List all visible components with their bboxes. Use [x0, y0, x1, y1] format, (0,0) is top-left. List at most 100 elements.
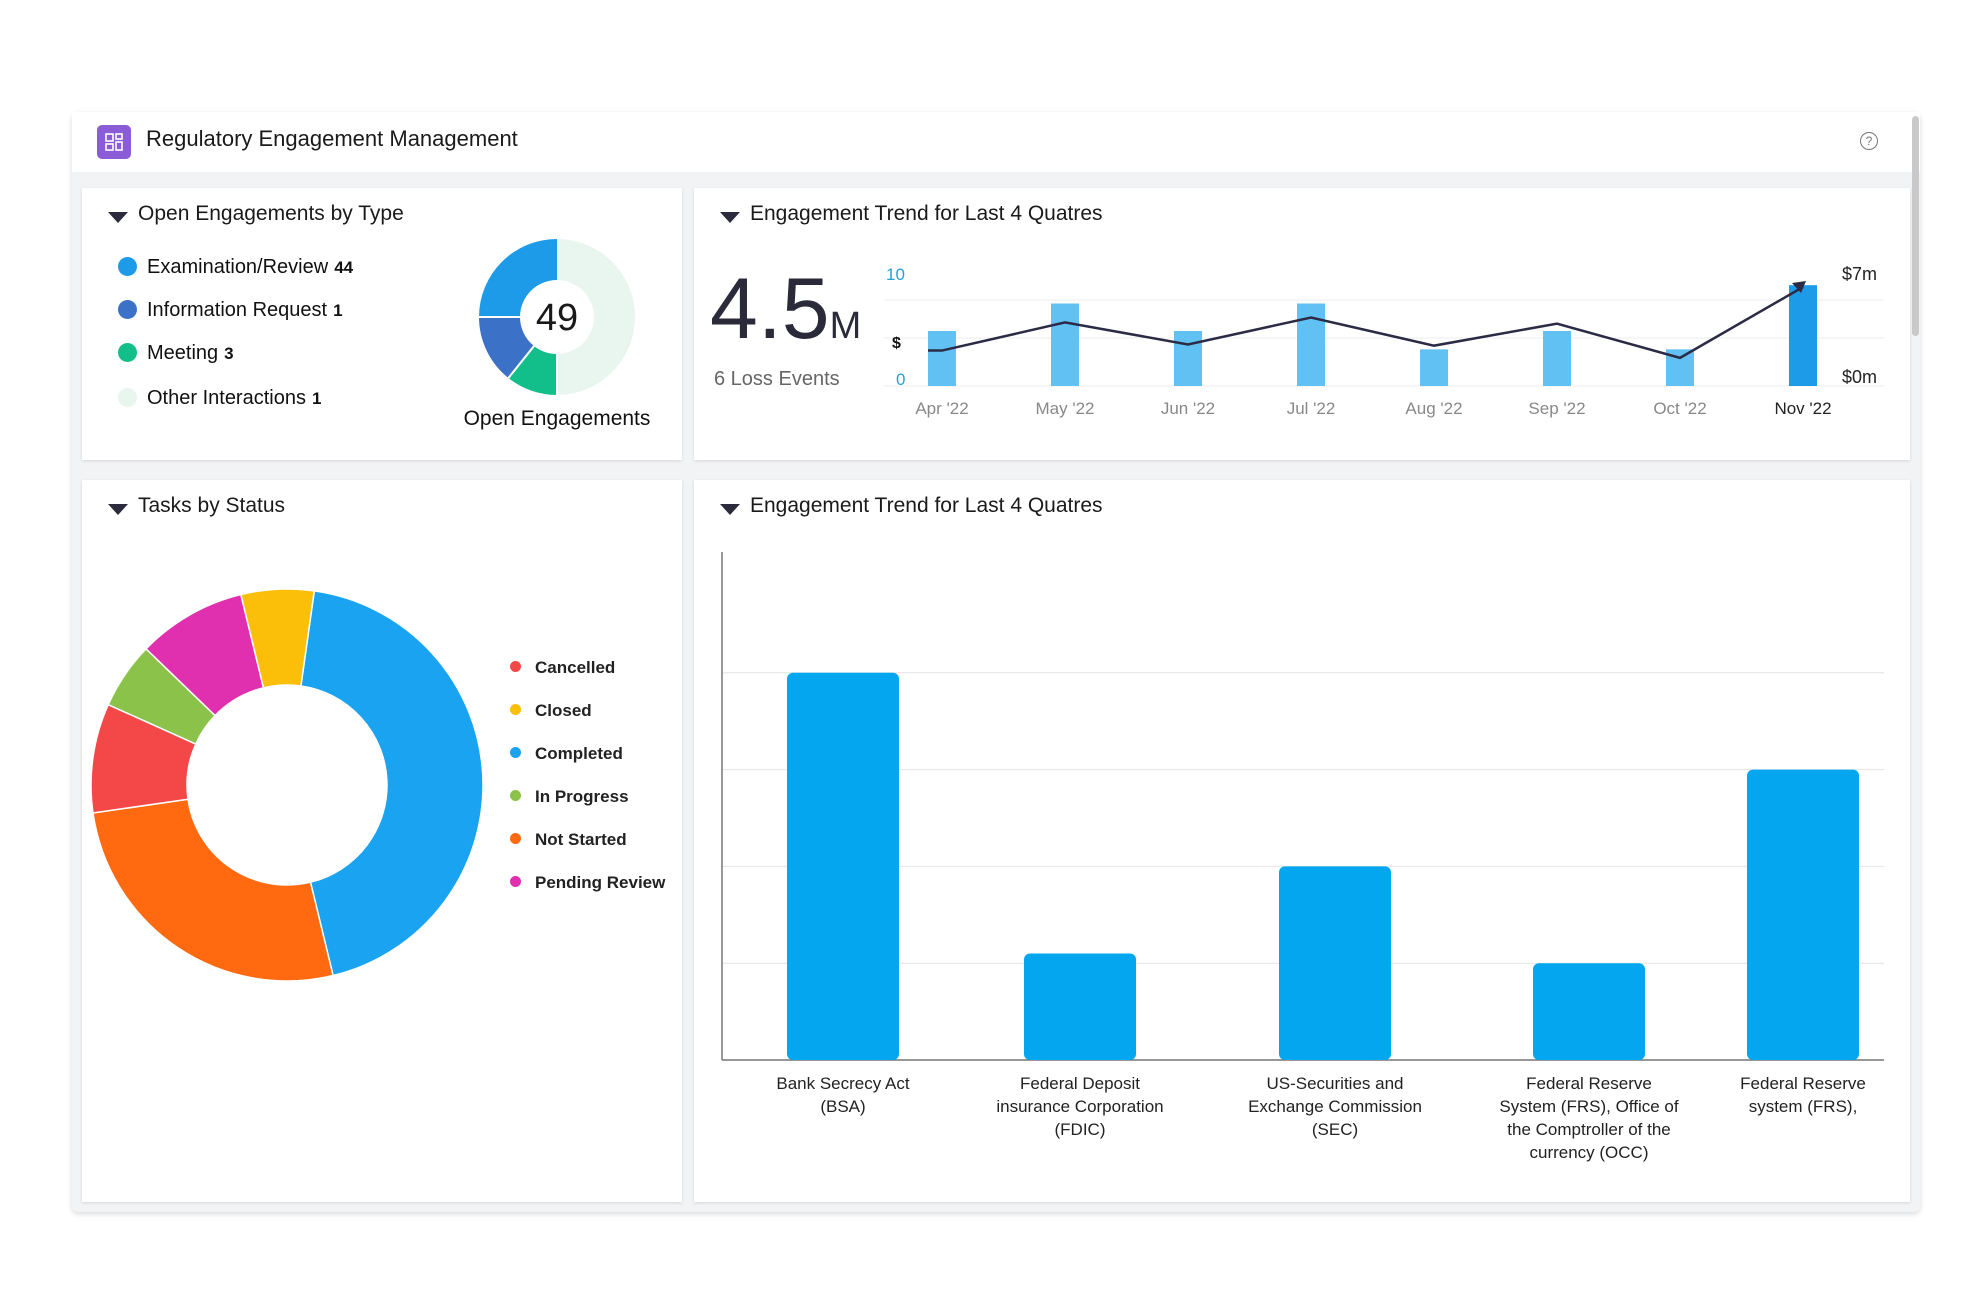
legend-count: 44 [334, 258, 354, 277]
legend-label: Meeting [147, 342, 219, 364]
app-header: Regulatory Engagement Management ? [72, 112, 1920, 172]
legend-dot [118, 343, 137, 362]
legend-dot [118, 388, 137, 407]
x-category-label: Federal Reserve system (FRS), [1740, 1074, 1866, 1116]
status-legend-item: Not Started [510, 830, 627, 850]
collapse-caret-icon[interactable] [720, 212, 740, 223]
donut-segment-other[interactable] [557, 239, 635, 395]
open-engagements-card: Open Engagements by Type Examination/Rev… [82, 188, 682, 460]
x-tick-label: May '22 [1036, 399, 1095, 418]
agency-bar[interactable] [787, 672, 899, 1060]
collapse-caret-icon[interactable] [108, 212, 128, 223]
legend-label: Pending Review [535, 873, 666, 892]
legend-label: Not Started [535, 830, 627, 849]
metric-number: 4.5 [710, 261, 830, 357]
status-legend-item: Pending Review [510, 873, 665, 893]
legend-dot [510, 661, 521, 672]
trend-bar[interactable] [1174, 331, 1202, 386]
collapse-caret-icon[interactable] [108, 504, 128, 515]
gridlines [884, 299, 1884, 387]
trend-bar[interactable] [1789, 285, 1817, 386]
card-title: Engagement Trend for Last 4 Quatres [750, 494, 1103, 517]
trend-combo-card: Engagement Trend for Last 4 Quatres 4.5M… [694, 188, 1910, 460]
right-axis-bottom: $0m [1842, 367, 1877, 387]
agency-bar-chart [721, 552, 1884, 1061]
legend-dot [510, 833, 521, 844]
trend-bar[interactable] [1297, 303, 1325, 387]
legend-label: Completed [535, 744, 623, 763]
trend-bar[interactable] [1420, 349, 1448, 386]
legend-item: Other Interactions 1 [118, 387, 321, 410]
legend-dot [510, 876, 521, 887]
legend-label: In Progress [535, 787, 629, 806]
trend-bar[interactable] [1543, 331, 1571, 386]
dashboard-logo-icon [97, 125, 131, 159]
legend-dot [118, 257, 137, 276]
x-tick-label: Nov '22 [1774, 399, 1831, 418]
tasks-donut-chart [90, 588, 484, 982]
collapse-caret-icon[interactable] [720, 504, 740, 515]
left-axis-bottom: 0 [896, 370, 905, 389]
x-tick-label: Aug '22 [1405, 399, 1462, 418]
legend-label: Cancelled [535, 658, 616, 677]
trend-line[interactable] [928, 285, 1804, 360]
left-axis-mid: $ [892, 335, 901, 352]
scrollbar[interactable] [1912, 116, 1919, 336]
legend-count: 1 [333, 301, 343, 320]
legend-count: 3 [224, 344, 234, 363]
card-title: Open Engagements by Type [138, 202, 404, 225]
x-category-label: US-Securities and Exchange Commission (S… [1248, 1074, 1422, 1139]
agency-bar[interactable] [1024, 953, 1136, 1060]
metric-value: 4.5M [710, 266, 861, 369]
x-category-label: Bank Secrecy Act (BSA) [776, 1074, 910, 1116]
x-category-label: Federal Reserve System (FRS), Office of … [1499, 1074, 1679, 1162]
metric-unit: M [829, 305, 862, 347]
card-title: Tasks by Status [138, 494, 286, 517]
donut-segment-meeting[interactable] [508, 346, 557, 395]
donut-segment-examination[interactable] [479, 239, 557, 317]
legend-item: Information Request 1 [118, 299, 343, 322]
legend-item: Meeting 3 [118, 342, 234, 365]
left-axis-top: 10 [886, 265, 905, 284]
agency-bar[interactable] [1279, 866, 1391, 1060]
trend-bar[interactable] [1051, 303, 1079, 387]
trend-combo-chart: 10 $ 0 $7m $0m Apr '22 May '22 Jun '22 Jul … [884, 264, 1884, 418]
right-axis-top: $7m [1842, 264, 1877, 284]
open-engagements-total: 49 [536, 297, 578, 339]
x-tick-label: Apr '22 [915, 399, 968, 418]
legend-item: Examination/Review 44 [118, 256, 353, 279]
trend-arrow-icon [1792, 281, 1806, 293]
donut-slice[interactable] [92, 798, 334, 982]
open-engagements-donut: 49 [479, 239, 635, 395]
status-legend-item: In Progress [510, 787, 629, 807]
trend-bar[interactable] [928, 331, 956, 386]
x-tick-label: Jul '22 [1287, 399, 1336, 418]
legend-label: Examination/Review [147, 256, 329, 278]
dashboard-window: Regulatory Engagement Management ? Open … [72, 112, 1920, 1212]
donut-slice[interactable] [300, 590, 484, 977]
agency-bar[interactable] [1533, 963, 1645, 1060]
agency-bar-card: Engagement Trend for Last 4 Quatres Bank… [694, 480, 1910, 1202]
legend-dot [510, 747, 521, 758]
metric-label: 6 Loss Events [714, 368, 840, 390]
legend-label: Other Interactions [147, 387, 306, 409]
legend-label: Closed [535, 701, 592, 720]
app-title: Regulatory Engagement Management [146, 126, 518, 151]
legend-dot [118, 300, 137, 319]
tasks-status-card: Tasks by Status Cancelled Closed Complet… [82, 480, 682, 1202]
agency-bar[interactable] [1747, 769, 1859, 1060]
legend-dot [510, 704, 521, 715]
status-legend-item: Cancelled [510, 658, 615, 678]
x-tick-label: Oct '22 [1653, 399, 1706, 418]
donut-slice[interactable] [240, 588, 316, 689]
x-category-label: Federal Deposit insurance Corporation (F… [996, 1074, 1164, 1139]
legend-count: 1 [311, 389, 322, 408]
open-engagements-caption: Open Engagements [463, 407, 651, 430]
card-title: Engagement Trend for Last 4 Quatres [750, 202, 1103, 225]
help-icon[interactable]: ? [1860, 132, 1878, 150]
legend-label: Information Request [147, 299, 328, 321]
x-tick-label: Jun '22 [1161, 399, 1215, 418]
legend-dot [510, 790, 521, 801]
x-tick-label: Sep '22 [1528, 399, 1585, 418]
status-legend-item: Completed [510, 744, 623, 764]
